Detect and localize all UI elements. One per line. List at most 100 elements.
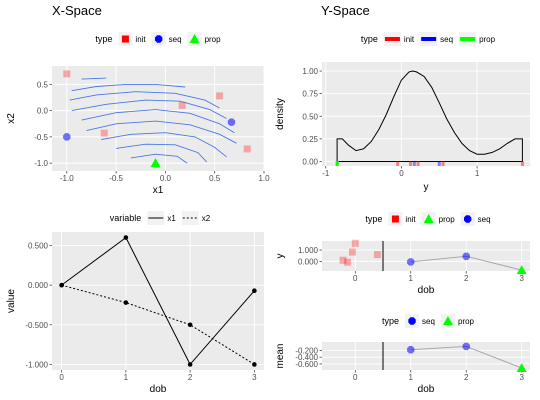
legend-label: init <box>135 35 146 44</box>
x-tick-label: 1 <box>409 274 414 283</box>
x-tick-label: 0.0 <box>160 174 172 183</box>
x-tick-label: 3 <box>519 274 524 283</box>
rug-mark-init <box>520 160 524 166</box>
y-tick-label: 0.00 <box>302 157 318 166</box>
x-axis-label: x1 <box>153 185 164 196</box>
legend-key-background <box>181 211 199 225</box>
y-tick-label: 0.5 <box>37 80 49 89</box>
x-tick-label: 1 <box>124 373 129 382</box>
point-init <box>373 251 381 259</box>
x-tick-label: 1 <box>475 169 480 178</box>
series-point-x2 <box>187 322 193 328</box>
point-seq <box>63 133 71 141</box>
y-tick-label: 0.50 <box>302 112 318 121</box>
legend-title: type <box>361 34 378 44</box>
legend-item-x1: x1 <box>147 211 176 225</box>
y-tick-label: -0.400 <box>295 353 318 362</box>
point-seq <box>462 342 470 351</box>
contour-line <box>116 143 208 163</box>
contour-line <box>69 91 220 109</box>
x-axis-label: dob <box>418 285 435 296</box>
x-tick-label: 3 <box>252 373 257 382</box>
density-curve <box>336 70 523 162</box>
point-init <box>178 101 186 109</box>
y-axis-label: y <box>275 254 286 259</box>
x-tick-label: 0 <box>399 169 404 178</box>
panel-background <box>322 62 530 166</box>
legend-key-prop <box>423 214 434 223</box>
legend-key-prop <box>442 316 453 325</box>
point-seq <box>407 346 415 354</box>
y-tick-label: -0.200 <box>295 346 318 355</box>
x-tick-label: 0 <box>353 274 358 283</box>
y-tick-label: 0.0 <box>37 107 49 116</box>
yspace_density-chart: -1 0 1 0.00 0.25 0.50 0.75 1.00 y density <box>275 62 530 193</box>
y-tick-label: -0.5 <box>34 133 48 142</box>
legend-label: x1 <box>167 214 176 223</box>
legend-label: x2 <box>202 214 211 223</box>
legend-label: init <box>404 35 415 44</box>
point-seq <box>462 252 470 260</box>
legend-label: seq <box>422 317 435 326</box>
y-tick-label: 0.000 <box>298 257 319 266</box>
y-tick-label: -0.600 <box>295 360 318 369</box>
point-prop <box>516 362 527 372</box>
point-init <box>216 92 224 100</box>
legend-item-prop: prop <box>440 314 475 328</box>
contour-line <box>101 132 227 158</box>
y-tick-label: 0.000 <box>28 281 49 290</box>
y-tick-label: 0.500 <box>28 241 49 250</box>
legend-key-init <box>384 37 400 41</box>
mean_dob-legend: type seq prop <box>382 314 475 328</box>
point-init <box>63 70 71 78</box>
legend-title: variable <box>110 213 142 223</box>
panel-background <box>322 342 530 370</box>
series-point-x2 <box>59 282 64 288</box>
x-axis-label: dob <box>418 384 435 395</box>
legend-item-seq: seq <box>405 314 435 328</box>
legend-title: type <box>365 214 382 224</box>
legend-key-seq <box>421 37 437 41</box>
legend-key-seq <box>408 317 416 325</box>
y-axis-label: mean <box>275 343 286 368</box>
x-space-title: X-Space <box>52 3 102 18</box>
legend-key-seq <box>154 35 163 43</box>
y-axis-label: value <box>6 289 17 313</box>
series-point-x1 <box>252 288 257 293</box>
legend-item-init: init <box>383 32 415 46</box>
contour-line <box>81 77 107 80</box>
contour-line <box>71 83 186 92</box>
yspace_density-legend: type init seq prop <box>361 32 496 46</box>
legend-label: seq <box>478 215 491 224</box>
series-point-x2 <box>123 300 129 305</box>
x-tick-label: -1.0 <box>60 174 74 183</box>
point-init <box>344 258 352 266</box>
value_dob-chart: 0 1 2 3 0.500 0.000 -0.500 -1.000 dob value <box>6 232 264 395</box>
x-tick-label: 0.5 <box>209 174 221 183</box>
legend-item-prop: prop <box>421 212 456 226</box>
legend-item-init: init <box>388 212 416 226</box>
xspace-chart: -1.0 -0.5 0.0 0.5 1.0 -1.0 -0.5 0.0 0.5 x1 x2 <box>6 66 270 196</box>
x-axis-label: y <box>424 182 429 193</box>
rug-mark-seq <box>412 160 416 166</box>
x-tick-label: -0.5 <box>109 174 123 183</box>
legend-key-prop <box>460 37 476 41</box>
x-tick-label: 2 <box>188 373 193 382</box>
contour-line <box>86 120 237 144</box>
legend-label: init <box>405 215 416 224</box>
legend-item-init: init <box>118 32 146 46</box>
legend-key-seq <box>463 215 472 223</box>
rug-mark-init <box>416 160 420 166</box>
x-tick-label: 2 <box>464 373 469 382</box>
y_dob-chart: 0 1 2 3 1.000 0.000 dob y <box>275 239 530 296</box>
legend-title: type <box>382 316 399 326</box>
y-tick-label: -0.500 <box>25 321 48 330</box>
point-init <box>100 129 108 137</box>
legend-item-seq: seq <box>460 212 491 226</box>
panel-background <box>322 241 530 271</box>
legend-label: prop <box>439 215 456 224</box>
legend-key-prop <box>189 34 200 43</box>
contour-line <box>81 109 235 134</box>
legend-key-init <box>391 215 399 223</box>
